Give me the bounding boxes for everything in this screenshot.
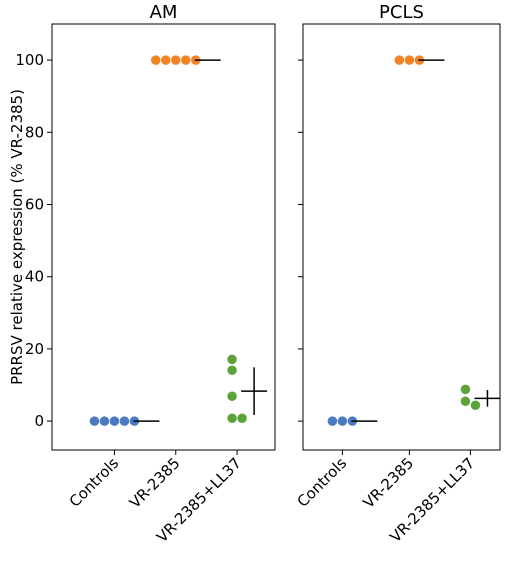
data-point <box>119 416 130 426</box>
y-tick-label: 100 <box>15 51 44 69</box>
panel-title: AM <box>150 2 178 23</box>
data-point <box>460 396 471 407</box>
data-point <box>227 413 237 423</box>
data-point <box>337 416 348 426</box>
plot-frame <box>302 23 501 451</box>
data-point <box>227 391 237 401</box>
y-tick-label: 0 <box>34 412 44 430</box>
y-tick-label: 60 <box>25 196 44 214</box>
data-point <box>99 416 110 426</box>
y-axis-label: PRRSV relative expression (% VR-2385) <box>8 89 26 385</box>
data-point <box>470 400 481 410</box>
panel-title: PCLS <box>379 2 424 23</box>
data-point <box>327 416 338 426</box>
data-point <box>151 55 161 65</box>
data-point <box>237 413 247 423</box>
data-point <box>404 55 415 65</box>
data-point <box>227 365 237 375</box>
data-point <box>109 416 120 426</box>
x-tick-label: VR-2385 <box>359 454 417 512</box>
data-point <box>227 354 237 365</box>
x-tick-label: Controls <box>66 454 123 511</box>
x-tick-label: Controls <box>294 454 351 511</box>
data-point <box>161 55 171 65</box>
data-point <box>460 384 471 395</box>
data-point <box>394 55 405 65</box>
y-tick-label: 20 <box>25 340 44 358</box>
y-tick-label: 40 <box>25 268 44 286</box>
plot-frame <box>51 23 276 451</box>
x-tick-label: VR-2385 <box>126 454 184 512</box>
data-point <box>89 416 100 426</box>
data-point <box>181 55 191 65</box>
data-point <box>171 55 181 65</box>
y-tick-label: 80 <box>25 123 44 141</box>
